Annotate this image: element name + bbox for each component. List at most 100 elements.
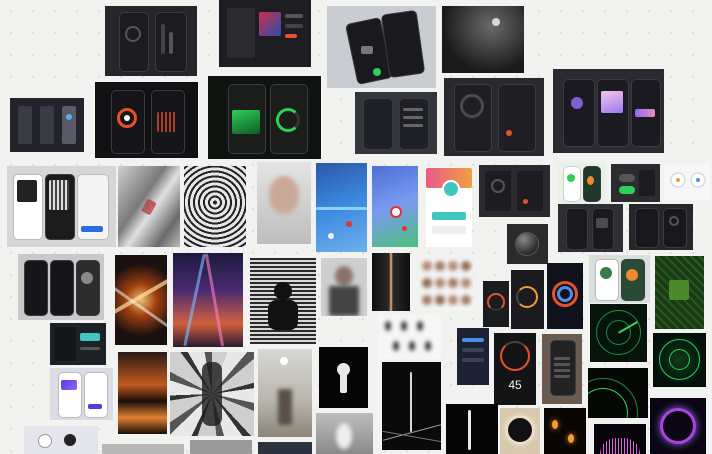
- board-item-pixelated-portrait[interactable]: [257, 162, 311, 244]
- board-item-pink-burst[interactable]: [594, 424, 646, 454]
- board-item-smart-home-app[interactable]: [457, 328, 489, 385]
- accent-dot: [506, 130, 512, 136]
- knob-shape: [491, 179, 505, 193]
- board-item-metallic-knob[interactable]: [507, 224, 548, 264]
- board-item-phone-in-hand-photo[interactable]: [542, 334, 582, 404]
- toggle-track: [619, 186, 635, 194]
- board-item-dark-toggle-ui[interactable]: [611, 164, 660, 202]
- phone-mockup: [76, 260, 100, 316]
- board-item-candles-photo[interactable]: [544, 408, 586, 454]
- board-item-onboarding-screens[interactable]: [7, 166, 116, 247]
- figure-shape: [385, 321, 391, 331]
- radar-ring: [596, 310, 641, 355]
- food-image: [600, 267, 612, 279]
- board-item-blurred-man-photo[interactable]: [321, 258, 367, 316]
- phone-mockup: [566, 208, 588, 250]
- board-item-white-toggle-buttons[interactable]: [664, 164, 710, 200]
- board-item-map-game-screen[interactable]: [372, 166, 418, 247]
- map-pin: [390, 206, 402, 218]
- board-item-plant-app[interactable]: [557, 162, 606, 204]
- image-block: [49, 180, 69, 210]
- board-item-gauge-app[interactable]: [483, 281, 509, 327]
- board-item-dark-knob-app[interactable]: [479, 165, 550, 217]
- board-item-glass-shards-photo[interactable]: [118, 166, 180, 247]
- board-item-city-motion-photo[interactable]: [173, 253, 243, 347]
- dial-ring: [500, 341, 530, 371]
- board-item-purple-wallet-app[interactable]: [50, 368, 113, 420]
- board-item-camera-app[interactable]: [327, 6, 436, 88]
- light-burst: [600, 438, 640, 454]
- board-item-thermostat-app[interactable]: [444, 78, 544, 156]
- board-item-halftone-person-photo[interactable]: [250, 258, 316, 344]
- board-item-dark-two-screen[interactable]: [629, 204, 693, 250]
- board-item-green-sweep[interactable]: [588, 368, 648, 418]
- board-item-eclipse-photo[interactable]: [500, 408, 540, 454]
- board-item-profile-app-screen[interactable]: [426, 168, 472, 247]
- board-item-doorway-light-photo[interactable]: [446, 404, 498, 454]
- board-item-figures-sheet[interactable]: [379, 315, 441, 359]
- board-item-map-game-screen[interactable]: [316, 163, 367, 252]
- board-item-remote-dial-app[interactable]: 45: [494, 333, 536, 405]
- eclipse-ring: [508, 418, 532, 442]
- figure-shape: [401, 321, 407, 331]
- phone-mockup: [498, 84, 536, 152]
- board-item-green-circuit[interactable]: [655, 256, 704, 329]
- board-item-distorted-head-photo[interactable]: [184, 166, 246, 247]
- indicator-dot: [696, 178, 700, 182]
- board-item-keyhole-photo[interactable]: [319, 347, 368, 408]
- map-pin: [402, 226, 407, 231]
- face-shape: [269, 176, 299, 214]
- board-item-activity-rings-app[interactable]: [547, 263, 583, 329]
- board-item-timer-app[interactable]: [95, 82, 198, 158]
- map-pin: [346, 221, 352, 227]
- phone-mockup: [380, 9, 426, 79]
- leaf-shape: [567, 174, 575, 182]
- board-item-orange-abstract[interactable]: [118, 352, 167, 434]
- board-item-food-app[interactable]: [589, 255, 650, 303]
- board-item-dark-fitness-app[interactable]: [50, 323, 106, 365]
- knob-shape: [460, 94, 484, 118]
- indicator-dot: [676, 178, 680, 182]
- figure-shape: [425, 341, 431, 351]
- board-item-grey-strip[interactable]: [190, 440, 252, 454]
- board-item-grey-strip[interactable]: [102, 444, 184, 454]
- board-item-dark-settings-screens[interactable]: [355, 92, 437, 154]
- board-item-moody-photo[interactable]: [442, 6, 524, 73]
- board-item-ghost-photo[interactable]: [316, 413, 373, 454]
- figure-shape: [409, 341, 415, 351]
- board-item-dark-light-column-photo[interactable]: [372, 253, 410, 311]
- red-accent: [141, 198, 157, 216]
- board-item-music-app-screens[interactable]: [18, 254, 104, 320]
- board-item-app-icons-strip[interactable]: [24, 426, 98, 454]
- board-item-moon-app[interactable]: [511, 270, 544, 329]
- board-item-light-streaks-photo[interactable]: [115, 255, 167, 345]
- board-item-dark-media-app[interactable]: [219, 0, 311, 67]
- board-item-green-dashboard-app[interactable]: [208, 76, 321, 159]
- board-item-phones-pair[interactable]: [558, 204, 623, 252]
- phone-mockup: [50, 260, 74, 316]
- board-item-radar-screen[interactable]: [653, 333, 706, 387]
- board-item-dark-control-panel[interactable]: [105, 6, 197, 76]
- board-item-light-rays-photo[interactable]: [382, 362, 441, 450]
- phone-mockup: [563, 79, 595, 147]
- wave-chart: [635, 109, 655, 117]
- accent-bar: [285, 34, 297, 38]
- board-item-broken-mirror-figure[interactable]: [170, 352, 254, 436]
- candle-flame: [552, 420, 558, 429]
- toggle-track: [619, 174, 635, 182]
- board-item-device-sketches[interactable]: [10, 98, 84, 152]
- list-shape: [285, 24, 303, 28]
- board-item-purple-ring[interactable]: [650, 398, 706, 454]
- figure-shape: [274, 282, 292, 300]
- board-item-dark-strip[interactable]: [258, 442, 312, 454]
- activity-ring: [552, 281, 578, 307]
- device-shape: [62, 106, 76, 144]
- streak: [115, 277, 167, 317]
- timer-center: [124, 115, 130, 121]
- board-item-radar-screen[interactable]: [590, 304, 647, 362]
- board-item-purple-wellness-app[interactable]: [553, 69, 664, 153]
- map-pin: [328, 233, 334, 239]
- board-item-faces-grid[interactable]: [419, 258, 473, 310]
- board-item-figure-in-room-photo[interactable]: [258, 349, 312, 437]
- streak: [204, 253, 225, 347]
